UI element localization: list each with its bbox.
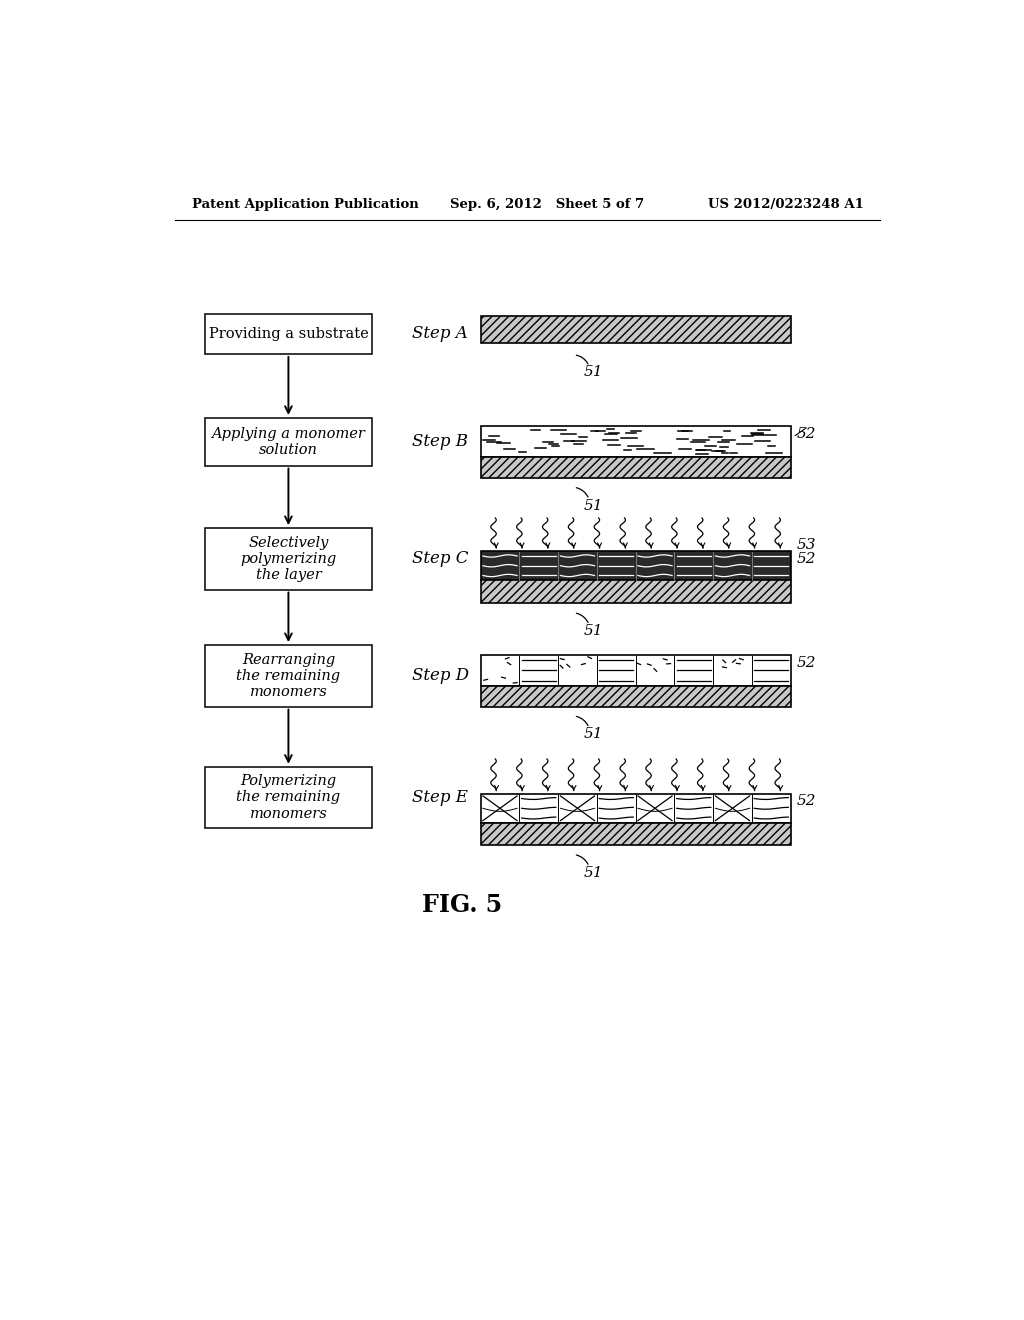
Bar (205, 528, 372, 590)
Text: 52: 52 (797, 428, 816, 441)
Text: 51: 51 (584, 624, 603, 638)
Bar (480, 552, 791, 581)
Text: Patent Application Publication: Patent Application Publication (191, 198, 418, 211)
Text: Rearranging
the remaining
monomers: Rearranging the remaining monomers (237, 652, 341, 700)
Text: Step A: Step A (413, 326, 468, 342)
Text: 52: 52 (797, 552, 816, 566)
Text: Providing a substrate: Providing a substrate (209, 327, 369, 341)
Bar (480, 457, 791, 478)
Text: 52: 52 (797, 656, 816, 669)
Text: Step D: Step D (413, 668, 470, 684)
Bar (480, 317, 791, 343)
Bar (480, 581, 791, 603)
Text: Sep. 6, 2012   Sheet 5 of 7: Sep. 6, 2012 Sheet 5 of 7 (450, 198, 644, 211)
Bar (205, 767, 372, 829)
Text: 51: 51 (584, 499, 603, 512)
Bar (480, 655, 791, 686)
Bar (205, 418, 372, 466)
Text: Selectively
polymerizing
the layer: Selectively polymerizing the layer (241, 536, 337, 582)
Bar (480, 793, 791, 822)
Text: Step E: Step E (413, 789, 468, 807)
Text: 53: 53 (797, 539, 816, 552)
Text: 52: 52 (797, 795, 816, 808)
Text: Polymerizing
the remaining
monomers: Polymerizing the remaining monomers (237, 775, 341, 821)
Bar (480, 686, 791, 706)
Bar (480, 822, 791, 845)
Text: Step C: Step C (413, 550, 469, 568)
Bar (205, 314, 372, 354)
Bar (480, 426, 791, 457)
Text: 51: 51 (584, 727, 603, 742)
Text: 51: 51 (584, 866, 603, 880)
Text: FIG. 5: FIG. 5 (423, 894, 503, 917)
Text: US 2012/0223248 A1: US 2012/0223248 A1 (709, 198, 864, 211)
Bar (205, 645, 372, 706)
Text: Step B: Step B (413, 433, 468, 450)
Text: Applying a monomer
solution: Applying a monomer solution (212, 426, 366, 457)
Text: 51: 51 (584, 366, 603, 379)
